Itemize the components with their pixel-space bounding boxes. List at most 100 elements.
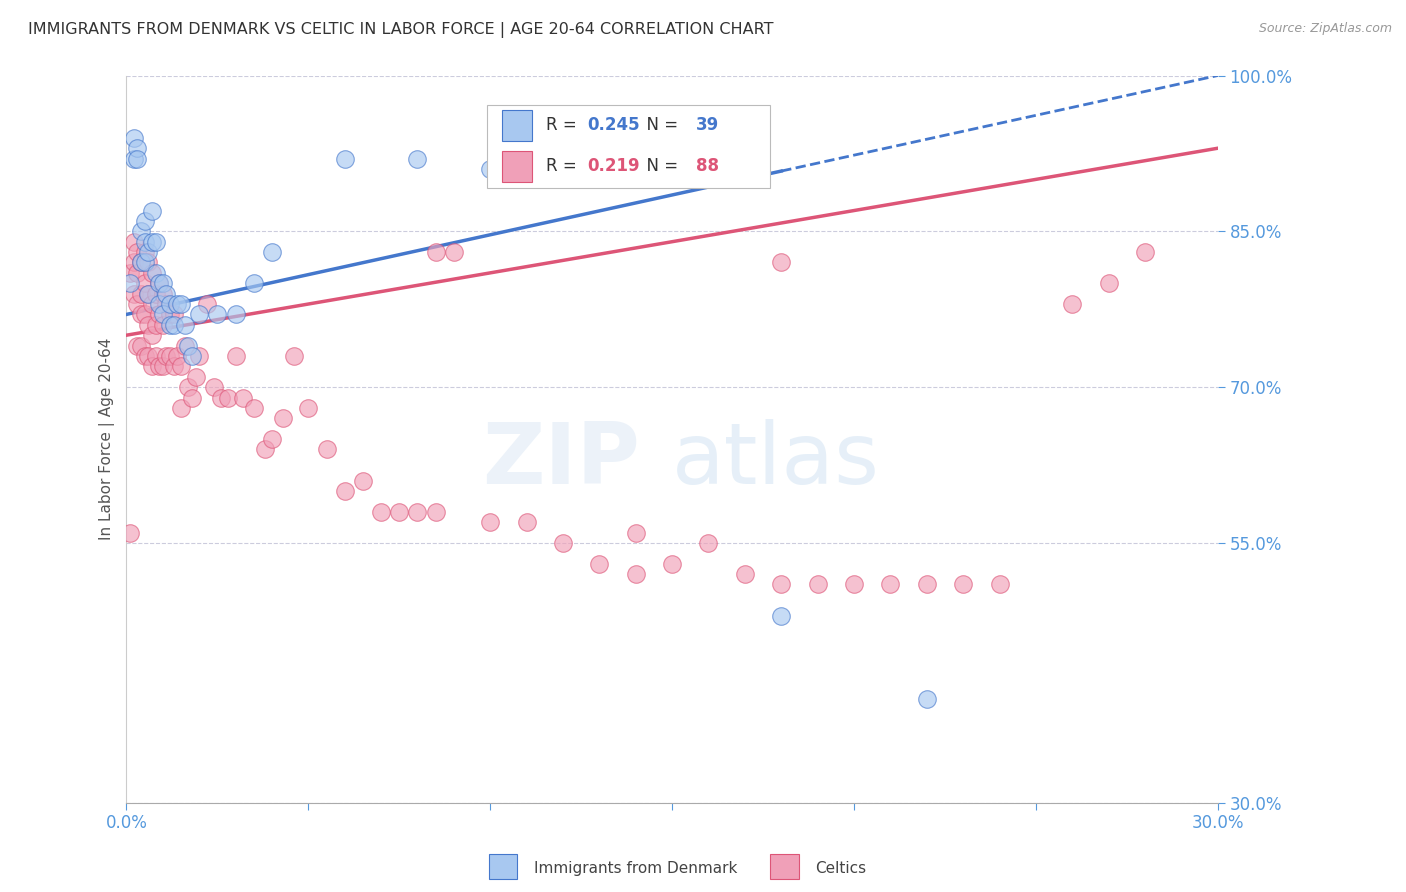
Point bbox=[136, 286, 159, 301]
Point bbox=[163, 359, 186, 374]
Text: Immigrants from Denmark: Immigrants from Denmark bbox=[534, 861, 738, 876]
Point bbox=[734, 567, 756, 582]
Point bbox=[141, 359, 163, 374]
Point bbox=[136, 286, 159, 301]
Point bbox=[152, 277, 174, 291]
Point bbox=[152, 359, 174, 374]
Point bbox=[127, 297, 149, 311]
Point bbox=[120, 266, 142, 280]
Point bbox=[145, 266, 167, 280]
Point bbox=[152, 286, 174, 301]
Point bbox=[134, 235, 156, 249]
Point bbox=[479, 161, 502, 176]
Point bbox=[770, 577, 793, 591]
Point bbox=[271, 411, 294, 425]
Point bbox=[141, 266, 163, 280]
Point bbox=[155, 297, 177, 311]
Point bbox=[181, 391, 204, 405]
Point bbox=[120, 277, 142, 291]
Point bbox=[177, 380, 200, 394]
Point bbox=[297, 401, 319, 415]
Point bbox=[225, 349, 247, 363]
Text: Source: ZipAtlas.com: Source: ZipAtlas.com bbox=[1258, 22, 1392, 36]
Point bbox=[352, 474, 374, 488]
Point bbox=[134, 214, 156, 228]
Point bbox=[915, 691, 938, 706]
Text: Celtics: Celtics bbox=[815, 861, 866, 876]
Text: 88: 88 bbox=[696, 157, 718, 175]
Point bbox=[141, 235, 163, 249]
Bar bbox=[486, 104, 770, 188]
Text: N =: N = bbox=[636, 157, 683, 175]
Point bbox=[127, 141, 149, 155]
Point bbox=[479, 515, 502, 529]
Point bbox=[425, 505, 447, 519]
Point bbox=[122, 131, 145, 145]
Point bbox=[166, 297, 188, 311]
Point bbox=[122, 152, 145, 166]
Y-axis label: In Labor Force | Age 20-64: In Labor Force | Age 20-64 bbox=[100, 338, 115, 541]
Point bbox=[225, 307, 247, 321]
Point bbox=[770, 255, 793, 269]
Point bbox=[170, 401, 193, 415]
Point bbox=[952, 577, 974, 591]
Point bbox=[588, 557, 610, 571]
Point bbox=[260, 245, 283, 260]
Point bbox=[1062, 297, 1084, 311]
Point bbox=[195, 297, 218, 311]
Point bbox=[122, 286, 145, 301]
Point bbox=[443, 245, 465, 260]
Point bbox=[181, 349, 204, 363]
Point bbox=[170, 359, 193, 374]
Bar bbox=[502, 151, 533, 182]
Point bbox=[159, 297, 181, 311]
Point bbox=[1098, 277, 1121, 291]
Point bbox=[134, 307, 156, 321]
Point bbox=[243, 401, 266, 415]
Point bbox=[243, 277, 266, 291]
Point bbox=[697, 536, 720, 550]
Point bbox=[141, 203, 163, 218]
Point bbox=[333, 483, 356, 498]
Point bbox=[315, 442, 337, 457]
Text: 0.245: 0.245 bbox=[586, 116, 640, 135]
Point bbox=[188, 349, 211, 363]
Point bbox=[129, 255, 152, 269]
Point bbox=[879, 577, 901, 591]
Point bbox=[370, 505, 392, 519]
Point bbox=[159, 307, 181, 321]
Point bbox=[122, 235, 145, 249]
Point bbox=[260, 432, 283, 446]
Point bbox=[988, 577, 1011, 591]
Point bbox=[232, 391, 254, 405]
Point bbox=[406, 505, 429, 519]
Point bbox=[127, 338, 149, 352]
Point bbox=[207, 307, 229, 321]
Text: IMMIGRANTS FROM DENMARK VS CELTIC IN LABOR FORCE | AGE 20-64 CORRELATION CHART: IMMIGRANTS FROM DENMARK VS CELTIC IN LAB… bbox=[28, 22, 773, 38]
Point bbox=[551, 536, 574, 550]
Point bbox=[516, 515, 538, 529]
Point bbox=[148, 297, 170, 311]
Point bbox=[145, 235, 167, 249]
Point bbox=[136, 245, 159, 260]
Text: R =: R = bbox=[546, 116, 582, 135]
Point bbox=[145, 349, 167, 363]
Point bbox=[136, 255, 159, 269]
Point bbox=[129, 224, 152, 238]
Point bbox=[141, 297, 163, 311]
Point bbox=[159, 349, 181, 363]
Point bbox=[333, 152, 356, 166]
Point bbox=[209, 391, 232, 405]
Point bbox=[134, 277, 156, 291]
Point bbox=[159, 318, 181, 332]
Point bbox=[661, 557, 683, 571]
Point bbox=[166, 349, 188, 363]
Point bbox=[152, 318, 174, 332]
Text: 39: 39 bbox=[696, 116, 720, 135]
Point bbox=[624, 525, 647, 540]
Point bbox=[406, 152, 429, 166]
Point bbox=[425, 245, 447, 260]
Point bbox=[134, 245, 156, 260]
Point bbox=[283, 349, 305, 363]
Point bbox=[152, 307, 174, 321]
